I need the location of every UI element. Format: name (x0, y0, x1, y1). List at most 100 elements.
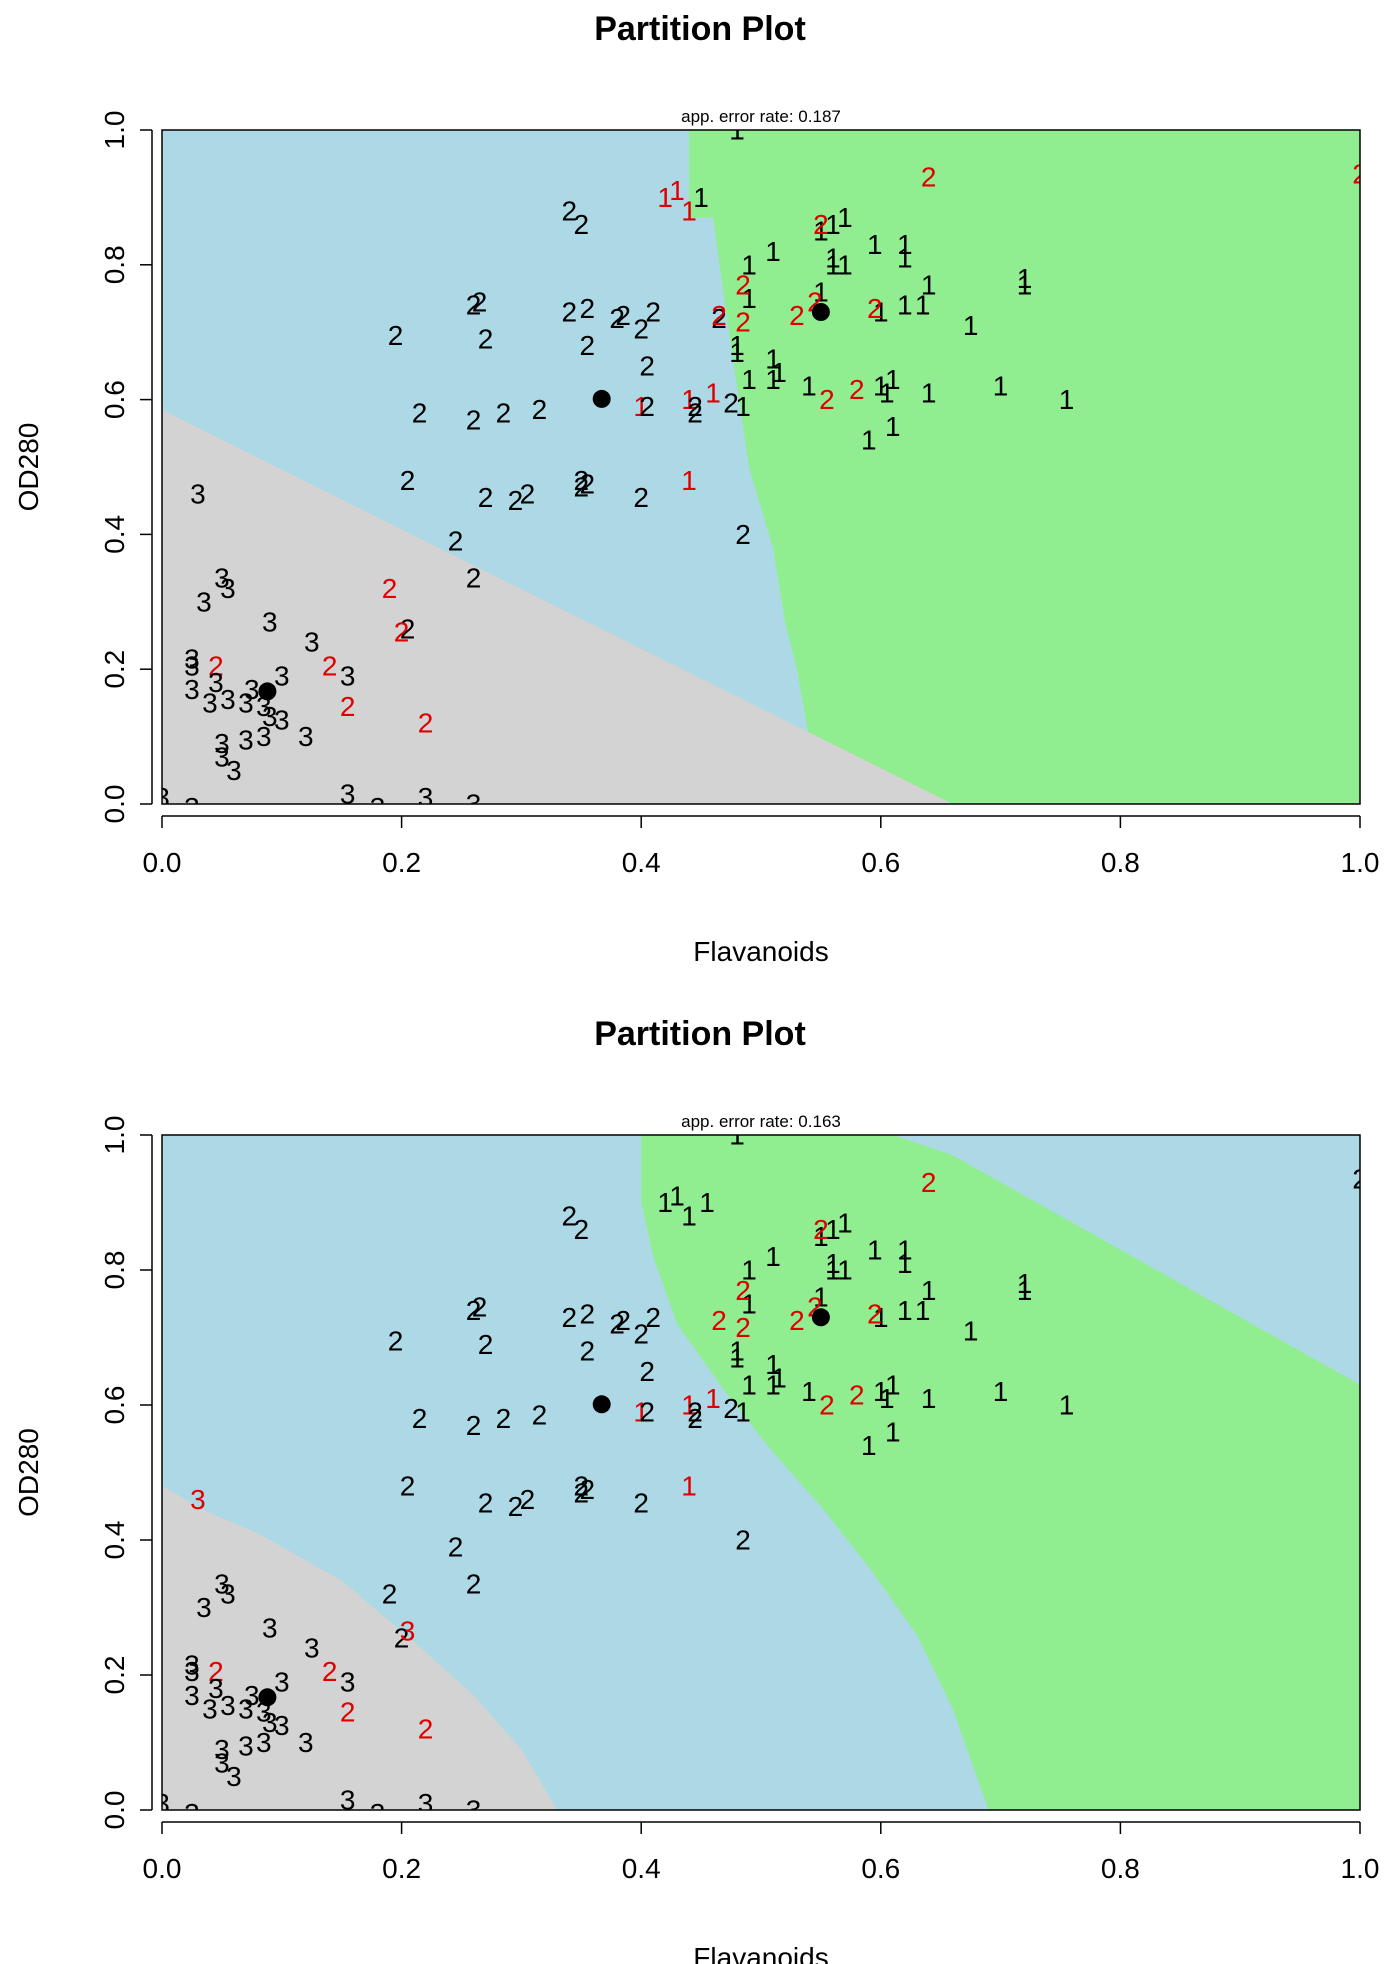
point-label: 1 (813, 1282, 829, 1313)
point-label: 3 (202, 1693, 218, 1724)
point-label: 3 (244, 674, 260, 705)
misclassified-point-label: 2 (208, 650, 224, 681)
point-label: 2 (639, 391, 655, 422)
point-label: 3 (220, 1579, 236, 1610)
misclassified-point-label: 1 (705, 377, 721, 408)
point-label: 2 (562, 297, 578, 328)
point-label: 1 (873, 371, 889, 402)
y-tick-label: 1.0 (99, 1116, 130, 1155)
point-label: 1 (813, 216, 829, 247)
x-tick-label: 0.0 (143, 1853, 182, 1884)
point-label: 2 (574, 1214, 590, 1245)
y-tick-label: 0.2 (99, 1656, 130, 1695)
point-label: 1 (825, 249, 841, 280)
point-label: 2 (639, 1356, 655, 1387)
point-label: 2 (580, 468, 596, 499)
x-axis-label: Flavanoids (693, 1942, 828, 1964)
misclassified-point-label: 2 (819, 384, 835, 415)
point-label: 2 (412, 1403, 428, 1434)
point-label: 1 (813, 276, 829, 307)
point-label: 1 (897, 243, 913, 274)
point-label: 1 (825, 1255, 841, 1286)
point-label: 1 (873, 297, 889, 328)
point-label: 2 (580, 1474, 596, 1505)
point-label: 2 (723, 1393, 739, 1424)
point-label: 1 (813, 1221, 829, 1252)
point-label: 2 (496, 398, 512, 429)
y-tick-label: 0.6 (99, 380, 130, 419)
point-label: 3 (370, 1798, 386, 1829)
point-label: 1 (1059, 384, 1075, 415)
misclassified-point-label: 1 (681, 195, 697, 226)
point-label: 2 (609, 303, 625, 334)
point-label: 1 (765, 1241, 781, 1272)
misclassified-point-label: 2 (322, 650, 338, 681)
x-tick-label: 0.8 (1101, 1853, 1140, 1884)
y-tick-label: 0.4 (99, 1521, 130, 1560)
point-label: 2 (580, 293, 596, 324)
point-label: 2 (687, 398, 703, 429)
class-centroid-marker (258, 682, 277, 701)
point-label: 3 (340, 1784, 356, 1815)
point-label: 1 (693, 182, 709, 213)
point-label: 2 (466, 290, 482, 321)
point-label: 1 (897, 229, 913, 260)
point-label: 2 (466, 563, 482, 594)
point-label: 3 (226, 755, 242, 786)
point-label: 1 (1017, 1275, 1033, 1306)
point-label: 3 (298, 1727, 314, 1758)
point-label: 1 (735, 1396, 751, 1427)
point-label: 2 (574, 1477, 590, 1508)
point-label: 1 (735, 391, 751, 422)
point-label: 2 (580, 1336, 596, 1367)
point-label: 2 (562, 1302, 578, 1333)
point-label: 1 (825, 243, 841, 274)
point-label: 2 (388, 320, 404, 351)
point-label: 1 (741, 1288, 757, 1319)
point-label: 2 (735, 1525, 751, 1556)
point-label: 3 (304, 1633, 320, 1664)
point-label: 2 (466, 1295, 482, 1326)
point-label: 2 (496, 1403, 512, 1434)
point-label: 1 (741, 1255, 757, 1286)
point-label: 3 (208, 667, 224, 698)
point-label: 3 (238, 1693, 254, 1724)
point-label: 2 (580, 1298, 596, 1329)
point-label: 1 (729, 330, 745, 361)
point-label: 2 (382, 1579, 398, 1610)
y-tick-label: 1.0 (99, 111, 130, 150)
x-axis: 0.0 0.2 0.4 0.6 0.8 1.0 (143, 815, 1379, 878)
point-label: 3 (184, 1680, 200, 1711)
point-label: 3 (214, 563, 230, 594)
x-axis-label: Flavanoids (693, 936, 828, 967)
y-axis-label: OD280 (13, 423, 44, 512)
class-centroid-marker (592, 1395, 611, 1414)
misclassified-point-label: 3 (400, 1616, 416, 1647)
point-label: 1 (921, 270, 937, 301)
point-label: 2 (472, 1292, 488, 1323)
point-label: 2 (574, 1471, 590, 1502)
region-class-3 (162, 409, 953, 804)
point-label: 1 (729, 1120, 745, 1151)
x-tick-label: 0.2 (382, 1853, 421, 1884)
point-label: 1 (825, 1214, 841, 1245)
point-label: 1 (897, 1295, 913, 1326)
point-label: 1 (837, 1207, 853, 1238)
point-label: 2 (472, 286, 488, 317)
point-label: 1 (765, 236, 781, 267)
point-label: 2 (400, 613, 416, 644)
misclassified-point-label: 2 (735, 1312, 751, 1343)
point-label: 1 (699, 1187, 715, 1218)
point-label: 1 (915, 290, 931, 321)
misclassified-point-label: 2 (849, 374, 865, 405)
misclassified-point-label: 2 (418, 1714, 434, 1745)
point-label: 1 (765, 344, 781, 375)
point-label: 1 (837, 249, 853, 280)
y-axis: 0.0 0.2 0.4 0.6 0.8 1.0 (99, 1116, 153, 1829)
point-label: 3 (340, 778, 356, 809)
x-tick-label: 0.8 (1101, 847, 1140, 878)
y-tick-label: 0.0 (99, 785, 130, 824)
misclassified-point-label: 2 (735, 307, 751, 338)
point-label: 2 (520, 479, 536, 510)
